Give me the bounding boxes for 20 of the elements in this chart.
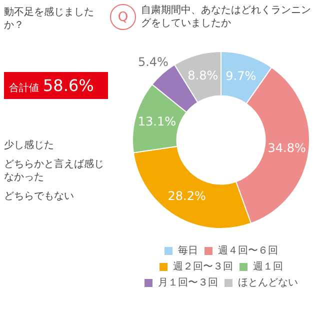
text: 動不足を感じましたか？ — [4, 6, 95, 32]
legend-label: 月１回〜３回 — [158, 278, 218, 289]
legend-label: 週２回〜３回 — [173, 262, 233, 273]
legend-label: 週４回〜６回 — [218, 246, 278, 257]
data-label: 9.7% — [226, 68, 256, 83]
text: どちらかと言えば感じなかった — [4, 158, 105, 184]
data-label: 5.4% — [138, 55, 168, 70]
legend-label: ほとんどない — [238, 278, 298, 289]
data-label: 8.8% — [188, 68, 218, 82]
data-label: 28.2% — [168, 189, 206, 204]
data-label: 34.8% — [268, 140, 306, 155]
chart-title: 自粛期間中、あなたはどれくランニングをしていましたか — [141, 4, 312, 30]
data-label: 13.1% — [138, 114, 176, 129]
text: 58.6% — [43, 76, 94, 95]
text: 少し感じた — [4, 139, 55, 152]
legend-label: 毎日 — [178, 244, 198, 257]
text: 合計値 — [9, 82, 39, 95]
q-icon: Q — [110, 4, 136, 30]
legend-label: 週１回 — [253, 262, 283, 273]
text: どちらでもない — [4, 190, 75, 203]
